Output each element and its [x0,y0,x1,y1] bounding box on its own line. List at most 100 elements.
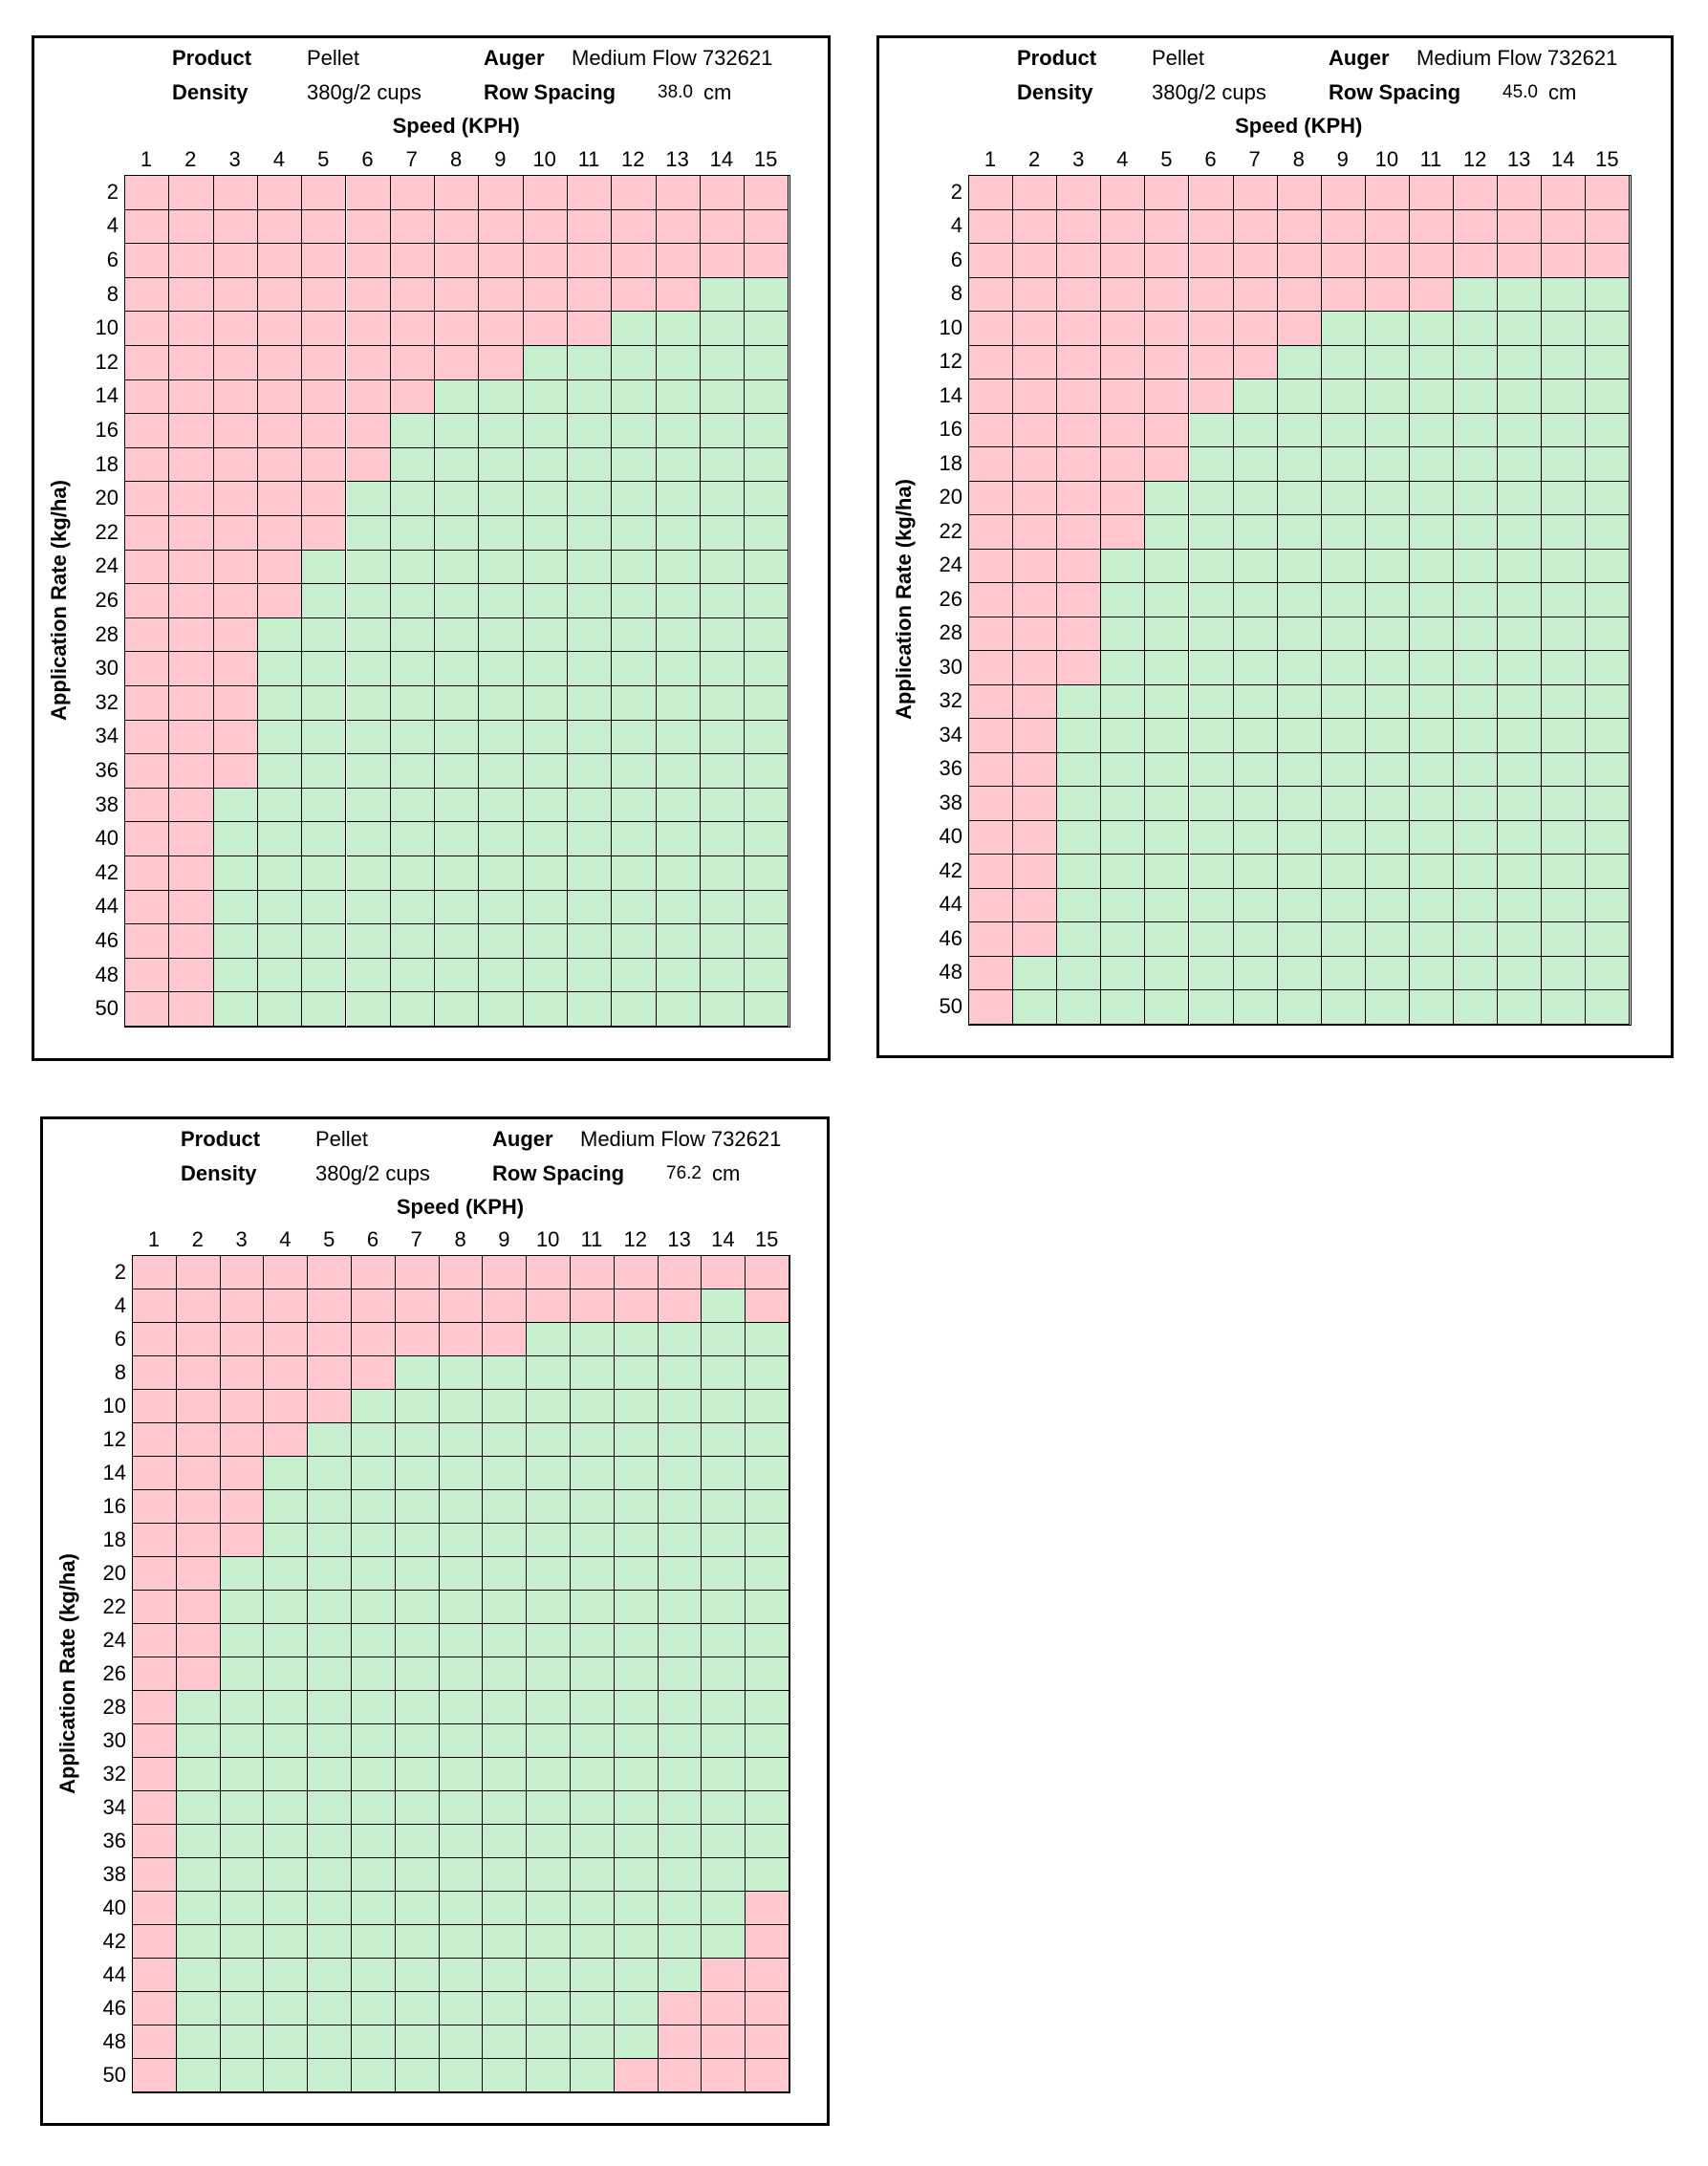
heatmap-cell [746,1925,789,1959]
heatmap-cell [125,346,170,380]
heatmap-cell [479,754,524,789]
heatmap-cell [264,1591,309,1624]
heatmap-cell [390,584,436,618]
heatmap-cell [176,1825,221,1858]
heatmap-cell [523,652,568,686]
heatmap-cell [527,1524,571,1557]
heatmap-cell [395,1457,440,1490]
x-tick-label: 8 [449,147,463,171]
x-tick-label: 12 [621,147,645,171]
heatmap-cell [745,414,789,448]
heatmap-cell [612,277,657,313]
heatmap-cell [125,516,170,551]
heatmap-cell [257,890,303,925]
heatmap-cell [746,1992,789,2025]
heatmap-cell [435,924,480,959]
heatmap-cell [125,244,170,278]
heatmap-cell [1586,312,1631,346]
heatmap-cell [1101,583,1146,617]
heatmap-cell [1189,888,1234,922]
heatmap-cell [264,1457,309,1490]
heatmap-cell [439,1457,484,1490]
heatmap-cell [302,924,347,959]
heatmap-cell [346,447,391,483]
heatmap-cell [969,820,1014,855]
heatmap-cell [346,652,391,686]
heatmap-cell [176,1892,221,1925]
heatmap-cell [702,1591,746,1624]
heatmap-cell [257,652,303,686]
heatmap-cell [523,516,568,551]
heatmap-cell [133,1724,177,1758]
heatmap-cell [395,1758,440,1791]
heatmap-cell [213,414,258,448]
heatmap-cell [1454,244,1499,278]
heatmap-cell [1498,855,1543,889]
heatmap-cell [568,414,613,448]
heatmap-cell [395,1825,440,1858]
heatmap-cell [1145,481,1190,515]
heatmap-cell [483,1390,528,1423]
heatmap-cell [1233,922,1278,957]
x-tick-label: 10 [532,147,556,171]
heatmap-cell [257,754,303,789]
heatmap-cell [1145,888,1190,922]
heatmap-cell [746,1557,789,1591]
heatmap-cell [1410,549,1455,583]
heatmap-cell [700,447,746,483]
heatmap-cell [439,1256,484,1289]
heatmap-cell [702,1724,746,1758]
heatmap-cell [352,2025,396,2059]
heatmap-cell [700,277,746,313]
heatmap-cell [390,550,436,585]
heatmap-cell [133,1959,177,1992]
heatmap-cell [1365,345,1410,379]
heatmap-cell [479,550,524,585]
heatmap-cell [656,686,701,721]
heatmap-cell [483,1423,528,1457]
x-tick-label: 6 [366,1227,379,1251]
y-tick-label: 10 [95,315,119,340]
heatmap-cell [1013,209,1058,244]
heatmap-cell [213,720,258,755]
heatmap-cell [1277,209,1322,244]
heatmap-cell [745,244,789,278]
heatmap-cell [571,1323,615,1356]
y-tick-label: 38 [95,791,119,816]
heatmap-cell [745,822,789,856]
heatmap-cell [483,1825,528,1858]
heatmap-cell [352,1992,396,2025]
heatmap-cell [1586,413,1631,447]
y-tick-label: 2 [106,179,119,204]
heatmap-cell [390,924,436,959]
heatmap-cell [169,550,214,585]
y-tick-label: 36 [102,1828,126,1852]
heatmap-cell [1013,447,1058,482]
heatmap-cell [658,1490,703,1524]
heatmap-cell [658,1524,703,1557]
heatmap-cell [1498,922,1543,957]
heatmap-cell [746,1591,789,1624]
heatmap-cell [658,1423,703,1457]
heatmap-cell [746,1657,789,1691]
heatmap-cell [1365,481,1410,515]
heatmap-cell [1145,209,1190,244]
heatmap-cell [1277,922,1322,957]
heatmap-cell [612,924,657,959]
heatmap-cell [264,1557,309,1591]
heatmap-cell [346,312,391,346]
heatmap-cell [746,1858,789,1892]
heatmap-cell [483,1892,528,1925]
heatmap-cell [133,1490,177,1524]
y-tick-label: 32 [102,1761,126,1786]
heatmap-cell [1410,481,1455,515]
heatmap-cell [308,1624,352,1657]
heatmap-cell [702,2025,746,2059]
heatmap-cell [479,209,524,245]
heatmap-cell [1410,651,1455,685]
heatmap-cell [702,2059,746,2092]
heatmap-cell [1454,617,1499,651]
heatmap-cell [308,1390,352,1423]
heatmap-cell [213,346,258,380]
heatmap-cell [1586,481,1631,515]
